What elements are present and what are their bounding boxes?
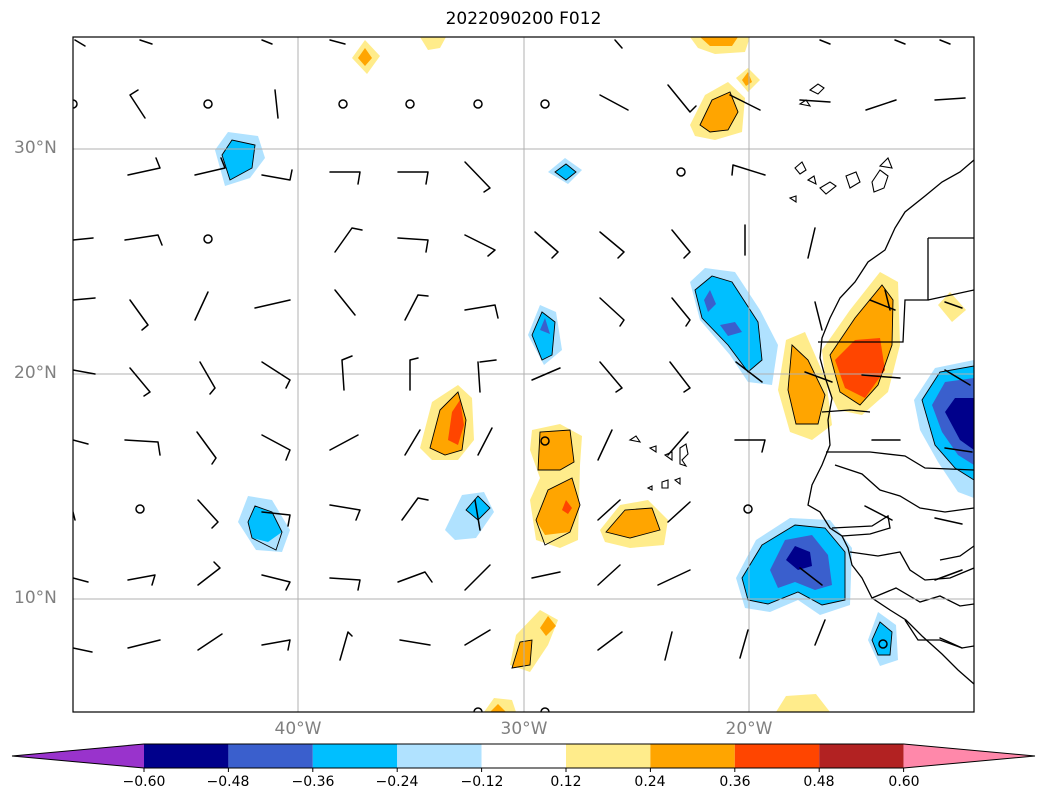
colorbar-extend-min	[12, 744, 144, 768]
lon-label-30w: 30°W	[500, 719, 548, 739]
colorbar-tick-label: 0.36	[719, 774, 751, 790]
negative-anomaly-regions	[215, 132, 974, 666]
map-title: 2022090200 F012	[445, 9, 602, 29]
colorbar-segment	[566, 744, 651, 768]
colorbar-tick-label: 0.12	[550, 774, 582, 790]
calm-markers	[73, 99, 888, 712]
colorbar-segment	[650, 744, 735, 768]
colorbar-segment	[144, 744, 229, 768]
colorbar-segment	[481, 744, 566, 768]
islands	[628, 83, 893, 491]
colorbar	[11, 743, 1036, 772]
colorbar-tick-label: −0.12	[460, 774, 504, 790]
wind-barbs	[73, 39, 973, 661]
colorbar-segment	[734, 744, 820, 768]
colorbar-segment	[228, 744, 313, 768]
gridlines	[73, 37, 974, 712]
colorbar-segment	[397, 744, 482, 768]
coastlines	[807, 159, 974, 685]
colorbar-tick-label: 0.48	[803, 774, 835, 790]
lon-label-40w: 40°W	[274, 719, 322, 739]
colorbar-tick-label: −0.48	[206, 774, 250, 790]
colorbar-tick-label: −0.36	[291, 774, 335, 790]
contour-lines	[221, 91, 974, 669]
colorbar-segment	[819, 744, 904, 768]
colorbar-extend-max	[903, 744, 1035, 768]
lat-label-20n: 20°N	[14, 363, 57, 383]
positive-anomaly-regions	[352, 37, 966, 712]
lat-label-30n: 30°N	[14, 138, 57, 158]
lat-label-10n: 10°N	[14, 588, 57, 608]
lon-label-20w: 20°W	[725, 719, 773, 739]
map-frame	[72, 36, 975, 713]
colorbar-tick-label: 0.60	[888, 774, 920, 790]
colorbar-tick-label: 0.24	[634, 774, 666, 790]
map-content	[73, 37, 974, 712]
colorbar-tick-label: −0.24	[375, 774, 419, 790]
colorbar-tick-label: −0.60	[122, 774, 166, 790]
colorbar-segment	[312, 744, 398, 768]
